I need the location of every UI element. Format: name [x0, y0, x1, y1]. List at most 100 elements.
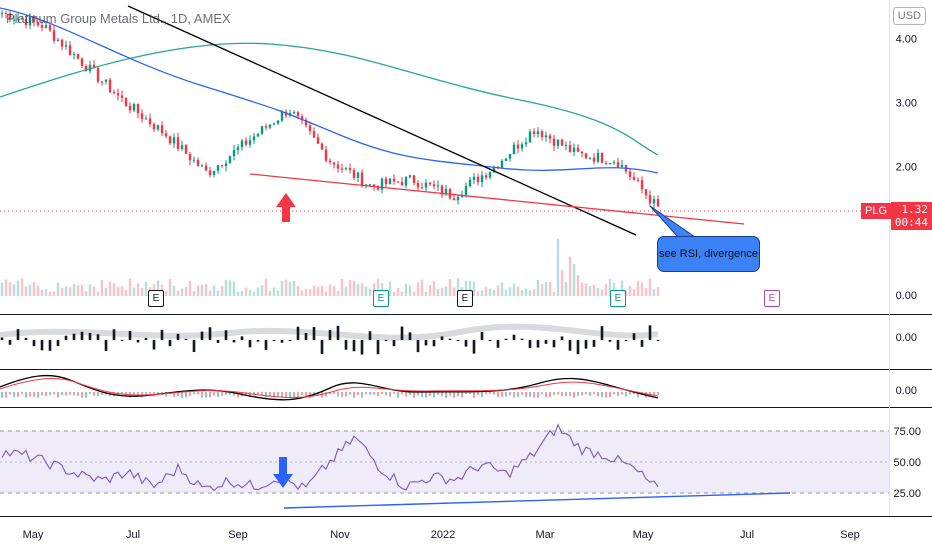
oscillator-1-bar	[48, 340, 52, 351]
volume-bar	[116, 286, 120, 296]
oscillator-2-bar	[57, 392, 59, 398]
oscillator-1-bar	[32, 340, 36, 347]
earnings-marker[interactable]: E	[457, 290, 473, 307]
candle-body	[644, 189, 648, 196]
candle-body	[548, 135, 552, 139]
earnings-marker[interactable]: E	[373, 290, 389, 307]
candle-body	[444, 189, 448, 195]
candle-body	[336, 164, 340, 169]
candle-body	[604, 162, 608, 164]
oscillator-2-bar	[417, 392, 419, 396]
oscillator-2-bar	[477, 392, 479, 395]
oscillator-1-bar	[200, 331, 204, 340]
candle-body	[500, 160, 504, 169]
oscillator-2-bar	[17, 392, 19, 397]
candle-body	[588, 157, 592, 159]
oscillator-2-bar	[293, 392, 295, 398]
oscillator-2-bar	[521, 392, 523, 396]
oscillator-2-bar	[373, 392, 375, 395]
oscillator-2-bar	[317, 392, 319, 396]
oscillator-1-bar	[512, 334, 516, 340]
oscillator-2-bar	[21, 392, 23, 395]
candle-body	[100, 81, 104, 83]
candle-body	[488, 172, 492, 178]
candle-body	[432, 184, 436, 187]
volume-bar	[348, 279, 352, 296]
candle-body	[656, 199, 660, 207]
time-axis-label: May	[23, 529, 44, 541]
earnings-marker[interactable]: E	[764, 290, 780, 307]
oscillator-1-bar	[392, 340, 396, 347]
volume-bar	[296, 285, 300, 296]
oscillator-2-bar	[525, 392, 527, 398]
volume-bar	[172, 285, 176, 296]
oscillator-2-bar	[629, 392, 631, 395]
oscillator-2-bar	[265, 392, 267, 398]
volume-bar	[352, 280, 356, 296]
oscillator-1-bar	[376, 340, 380, 355]
candle-body	[584, 153, 588, 159]
oscillator-1-bar	[248, 340, 252, 348]
oscillator-1-bar	[488, 340, 492, 341]
oscillator-2-bar	[285, 392, 287, 398]
candle-body	[420, 187, 424, 189]
oscillator-2-bar	[385, 392, 387, 396]
oscillator-1-bar	[480, 331, 484, 340]
oscillator-1-bar	[160, 329, 164, 340]
oscillator-1-bar	[552, 340, 556, 348]
candle-body	[240, 140, 244, 148]
currency-button[interactable]: USD	[892, 7, 926, 25]
candle-body	[304, 119, 308, 126]
candle-body	[168, 136, 172, 144]
volume-bar	[636, 280, 640, 296]
candle-body	[344, 168, 348, 170]
oscillator-2-bar	[557, 392, 559, 395]
annotation-callout[interactable]: see RSI, divergence	[657, 236, 760, 272]
oscillator-1-histogram	[0, 325, 660, 355]
volume-bar	[404, 283, 408, 296]
oscillator-1-bar	[272, 340, 276, 341]
oscillator-1-bar	[288, 340, 292, 341]
oscillator-2-bar	[613, 392, 615, 395]
oscillator-1-bar	[232, 340, 236, 343]
volume-bar	[36, 285, 40, 296]
volume-bar	[436, 288, 440, 296]
candle-body	[532, 131, 536, 134]
oscillator-2-bar	[97, 392, 99, 397]
volume-bar	[580, 282, 584, 296]
volume-bar	[304, 288, 308, 296]
volume-bar	[320, 285, 324, 296]
oscillator-1-bar	[320, 340, 324, 354]
candle-body	[156, 125, 160, 130]
oscillator-2-bar	[89, 392, 91, 395]
candle-body	[280, 111, 284, 121]
oscillator-2-bar	[465, 392, 467, 395]
oscillator-1-bar	[192, 340, 196, 353]
volume-bar	[188, 280, 192, 296]
candle-body	[556, 139, 560, 146]
candle-body	[492, 166, 496, 173]
oscillator-1-bar	[496, 340, 500, 348]
volume-bar	[220, 285, 224, 296]
candle-body	[388, 178, 392, 185]
volume-bar	[328, 284, 332, 296]
earnings-marker[interactable]: E	[610, 290, 626, 307]
oscillator-2-bar	[149, 392, 151, 395]
candle-body	[552, 138, 556, 146]
candle-body	[416, 183, 420, 188]
oscillator-2-bar	[193, 392, 195, 395]
oscillator-2-bar	[301, 392, 303, 395]
volume-bar	[312, 285, 316, 296]
oscillator-2-line	[0, 374, 659, 401]
volume-bar	[196, 285, 200, 296]
oscillator-2-bar	[13, 392, 15, 397]
oscillator-2-bar	[201, 392, 203, 398]
earnings-marker[interactable]: E	[148, 290, 164, 307]
oscillator-2-bar	[581, 392, 583, 396]
down-arrow-icon	[273, 457, 293, 488]
oscillator-2-bar	[489, 392, 491, 395]
volume-bar	[316, 286, 320, 296]
candle-body	[244, 140, 248, 145]
candle-body	[28, 17, 32, 26]
